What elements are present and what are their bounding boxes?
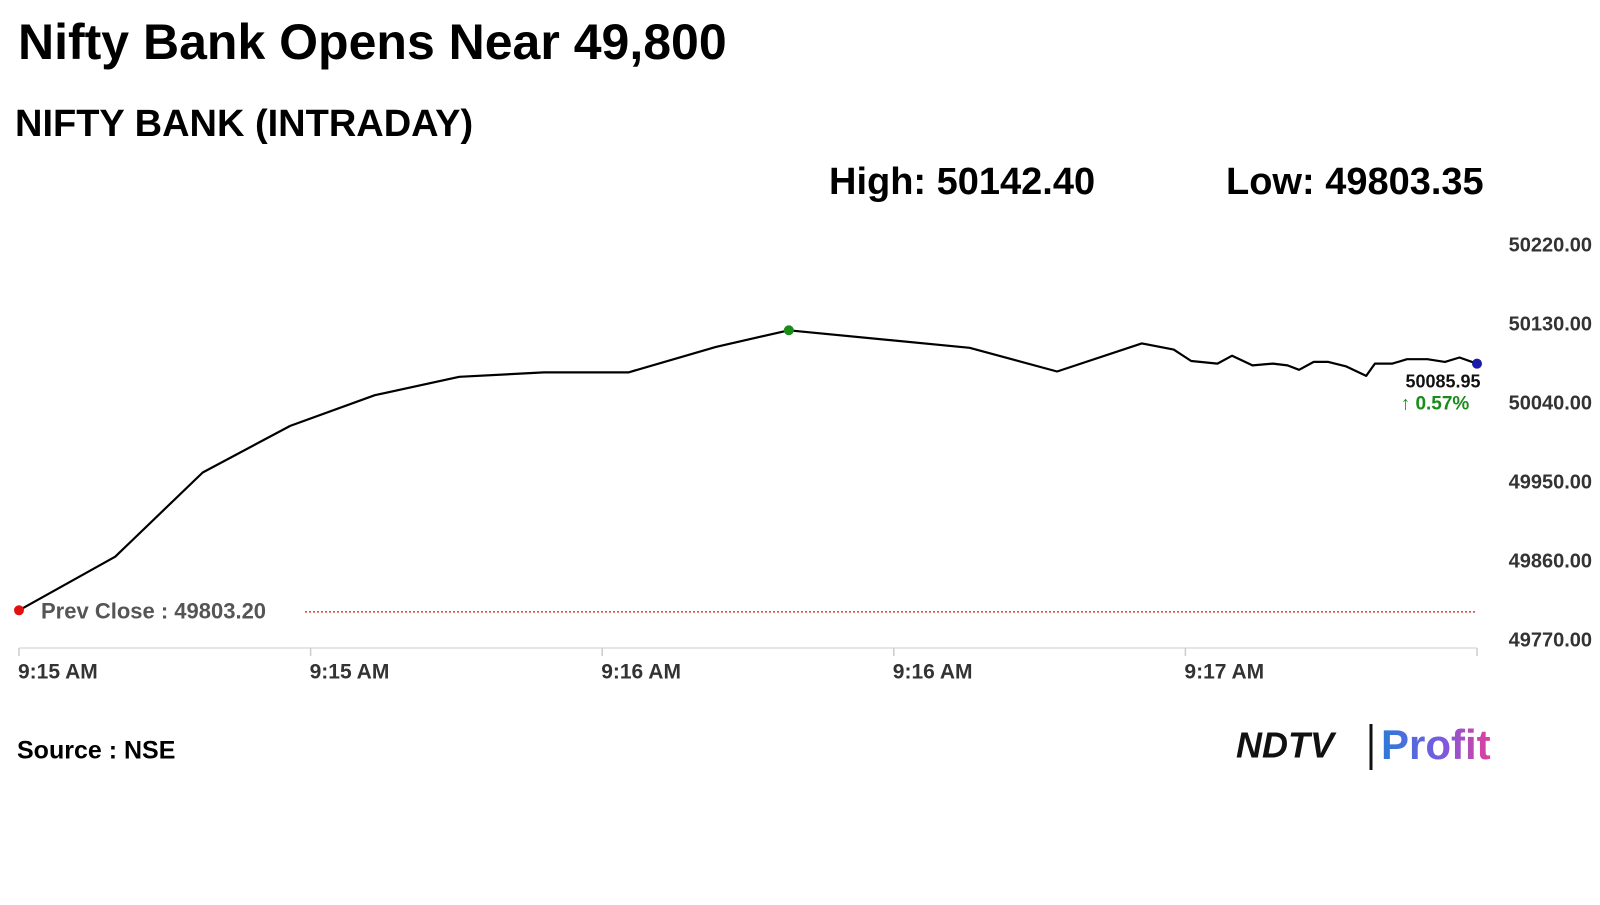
y-tick-label: 50220.00 [1509,234,1592,256]
y-tick-label: 49950.00 [1509,471,1592,493]
x-tick-label: 9:15 AM [310,661,390,684]
start-marker [14,605,24,616]
chart-subtitle: NIFTY BANK (INTRADAY) [15,103,473,145]
brand-sub-logo: Profit [1381,721,1491,768]
source: Source : NSE [17,737,175,765]
x-tick-label: 9:16 AM [601,661,681,684]
change-label: ↑ 0.57% [1401,394,1470,415]
high-marker [783,325,794,336]
x-tick-label: 9:17 AM [1184,661,1264,684]
x-tick-label: 9:15 AM [18,661,98,684]
y-tick-label: 50130.00 [1509,313,1592,335]
last-value-label: 50085.95 [1405,371,1480,391]
high-label: High: 50142.40 [829,161,1095,203]
chart-title: Nifty Bank Opens Near 49,800 [18,14,727,70]
y-tick-label: 49860.00 [1509,550,1592,572]
y-tick-label: 50040.00 [1509,392,1592,414]
prev-close-label: Prev Close : 49803.20 [41,599,266,624]
last-marker [1472,358,1482,369]
y-tick-label: 49770.00 [1509,629,1592,651]
price-line [18,329,1478,612]
x-tick-label: 9:16 AM [893,661,973,684]
low-label: Low: 49803.35 [1226,161,1484,203]
brand-logo: NDTV [1236,725,1337,766]
